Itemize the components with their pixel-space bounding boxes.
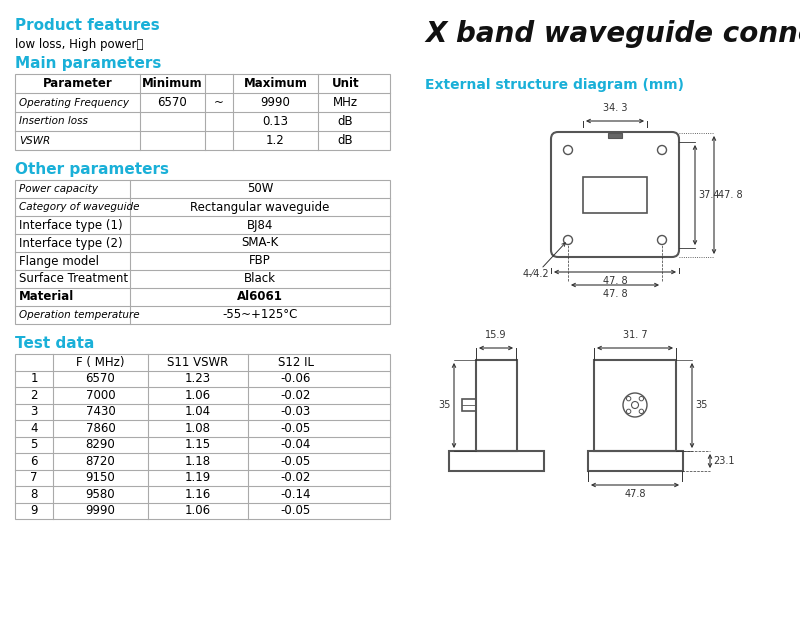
Bar (449, 451, 544, 471)
Bar (583, 177, 647, 213)
Text: External structure diagram (mm): External structure diagram (mm) (425, 78, 684, 92)
Text: 7430: 7430 (86, 405, 115, 418)
Bar (462, 399, 476, 411)
Text: 5: 5 (30, 438, 38, 451)
Text: 1.15: 1.15 (185, 438, 211, 451)
Text: X band waveguide connector: X band waveguide connector (425, 20, 800, 48)
Bar (588, 451, 683, 471)
Text: 50W: 50W (247, 183, 273, 195)
Text: Operation temperature: Operation temperature (19, 310, 140, 320)
Text: 1.06: 1.06 (185, 389, 211, 402)
Text: 9990: 9990 (86, 504, 115, 517)
Text: Interface type (2): Interface type (2) (19, 236, 122, 250)
Text: 37.4: 37.4 (698, 190, 719, 200)
Text: 7: 7 (30, 471, 38, 484)
Text: -0.06: -0.06 (280, 372, 310, 386)
Text: Insertion loss: Insertion loss (19, 116, 88, 126)
Text: VSWR: VSWR (19, 135, 50, 145)
Text: -0.02: -0.02 (280, 389, 310, 402)
Text: 3: 3 (30, 405, 38, 418)
Text: 1.19: 1.19 (185, 471, 211, 484)
Text: Maximum: Maximum (243, 77, 307, 90)
Text: 4: 4 (30, 422, 38, 435)
Text: 8720: 8720 (86, 455, 115, 468)
Text: 6: 6 (30, 455, 38, 468)
Text: Material: Material (19, 291, 74, 303)
Text: low loss, High power。: low loss, High power。 (15, 38, 143, 51)
Text: Category of waveguide: Category of waveguide (19, 202, 139, 212)
Text: 7860: 7860 (86, 422, 115, 435)
Text: 6570: 6570 (86, 372, 115, 386)
Text: 2: 2 (30, 389, 38, 402)
Text: -55~+125°C: -55~+125°C (222, 308, 298, 322)
Text: Rectangular waveguide: Rectangular waveguide (190, 200, 330, 214)
Bar (15, 74, 390, 150)
Text: Product features: Product features (15, 18, 160, 33)
Bar (608, 133, 622, 138)
Text: 9580: 9580 (86, 488, 115, 501)
Text: BJ84: BJ84 (247, 219, 273, 231)
Text: S12 IL: S12 IL (278, 356, 314, 368)
Text: dB: dB (338, 115, 354, 128)
Text: FBP: FBP (249, 255, 271, 267)
Text: 1.23: 1.23 (185, 372, 211, 386)
Text: 1.06: 1.06 (185, 504, 211, 517)
Text: 7000: 7000 (86, 389, 115, 402)
Text: MHz: MHz (333, 96, 358, 109)
Text: -0.05: -0.05 (280, 422, 310, 435)
Text: 1.04: 1.04 (185, 405, 211, 418)
Text: Main parameters: Main parameters (15, 56, 162, 71)
Bar (15, 354, 390, 519)
Text: Minimum: Minimum (142, 77, 203, 90)
Text: 1.18: 1.18 (185, 455, 211, 468)
Text: 47. 8: 47. 8 (718, 190, 742, 200)
Text: 0.13: 0.13 (262, 115, 289, 128)
Text: Other parameters: Other parameters (15, 162, 169, 177)
Text: Flange model: Flange model (19, 255, 99, 267)
Text: 23.1: 23.1 (713, 456, 734, 466)
Text: F ( MHz): F ( MHz) (76, 356, 125, 368)
Text: Test data: Test data (15, 336, 94, 351)
Text: Unit: Unit (332, 77, 359, 90)
Text: -0.02: -0.02 (280, 471, 310, 484)
Text: Power capacity: Power capacity (19, 184, 98, 194)
Text: SMA-K: SMA-K (242, 236, 278, 250)
Text: Al6061: Al6061 (237, 291, 283, 303)
Text: 15.9: 15.9 (486, 330, 506, 340)
Bar (594, 360, 676, 451)
Text: -0.05: -0.05 (280, 504, 310, 517)
Text: 8: 8 (30, 488, 38, 501)
Text: 47. 8: 47. 8 (602, 276, 627, 286)
Text: 8290: 8290 (86, 438, 115, 451)
Text: 47. 8: 47. 8 (602, 289, 627, 299)
Text: 47.8: 47.8 (624, 489, 646, 499)
Text: dB: dB (338, 134, 354, 147)
Text: 35: 35 (695, 400, 707, 410)
Bar (15, 180, 390, 324)
Text: 1.16: 1.16 (185, 488, 211, 501)
Text: 6570: 6570 (158, 96, 187, 109)
Text: Surface Treatment: Surface Treatment (19, 272, 128, 286)
Text: Black: Black (244, 272, 276, 286)
Text: 1: 1 (30, 372, 38, 386)
Text: -0.04: -0.04 (280, 438, 310, 451)
Text: -0.14: -0.14 (280, 488, 310, 501)
Text: ~: ~ (214, 96, 224, 109)
Text: 35: 35 (438, 400, 451, 410)
Text: 1.08: 1.08 (185, 422, 211, 435)
Text: 31. 7: 31. 7 (622, 330, 647, 340)
Text: 1.2: 1.2 (266, 134, 285, 147)
Text: 9150: 9150 (86, 471, 115, 484)
Text: -0.05: -0.05 (280, 455, 310, 468)
Text: 9990: 9990 (261, 96, 290, 109)
Text: 4-⁄4.2: 4-⁄4.2 (523, 269, 550, 279)
Text: 9: 9 (30, 504, 38, 517)
Text: Parameter: Parameter (42, 77, 112, 90)
Text: -0.03: -0.03 (280, 405, 310, 418)
Text: Operating Frequency: Operating Frequency (19, 97, 129, 107)
Text: Interface type (1): Interface type (1) (19, 219, 122, 231)
Text: S11 VSWR: S11 VSWR (167, 356, 229, 368)
Bar (476, 360, 517, 451)
Text: 34. 3: 34. 3 (602, 103, 627, 113)
